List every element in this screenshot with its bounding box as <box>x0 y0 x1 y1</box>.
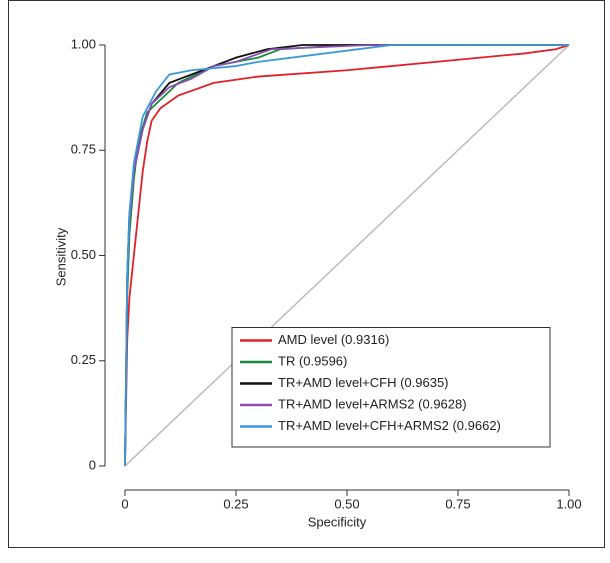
x-tick-label: 1.00 <box>556 496 581 511</box>
y-tick-label: 0.75 <box>71 142 96 157</box>
legend-label: TR (0.9596) <box>278 353 347 368</box>
reference-diagonal <box>124 44 570 467</box>
y-axis-label: Sensitivity <box>53 227 68 286</box>
y-tick-label: 0.25 <box>71 352 96 367</box>
x-tick-label: 0.50 <box>334 496 359 511</box>
legend-label: TR+AMD level+CFH (0.9635) <box>278 375 449 390</box>
y-tick-label: 1.00 <box>71 36 96 51</box>
y-tick-label: 0 <box>89 457 96 472</box>
x-tick-label: 0 <box>121 496 128 511</box>
legend-label: AMD level (0.9316) <box>278 332 389 347</box>
x-tick-label: 0.75 <box>445 496 470 511</box>
legend-label: TR+AMD level+ARMS2 (0.9628) <box>278 396 467 411</box>
legend-box <box>231 327 551 448</box>
legend-label: TR+AMD level+CFH+ARMS2 (0.9662) <box>278 418 501 433</box>
x-tick-label: 0.25 <box>223 496 248 511</box>
frame <box>8 0 605 548</box>
roc-curve <box>124 44 569 467</box>
roc-curve <box>124 44 570 467</box>
x-axis-label: Specificity <box>308 514 367 529</box>
y-tick-label: 0.50 <box>71 247 96 262</box>
